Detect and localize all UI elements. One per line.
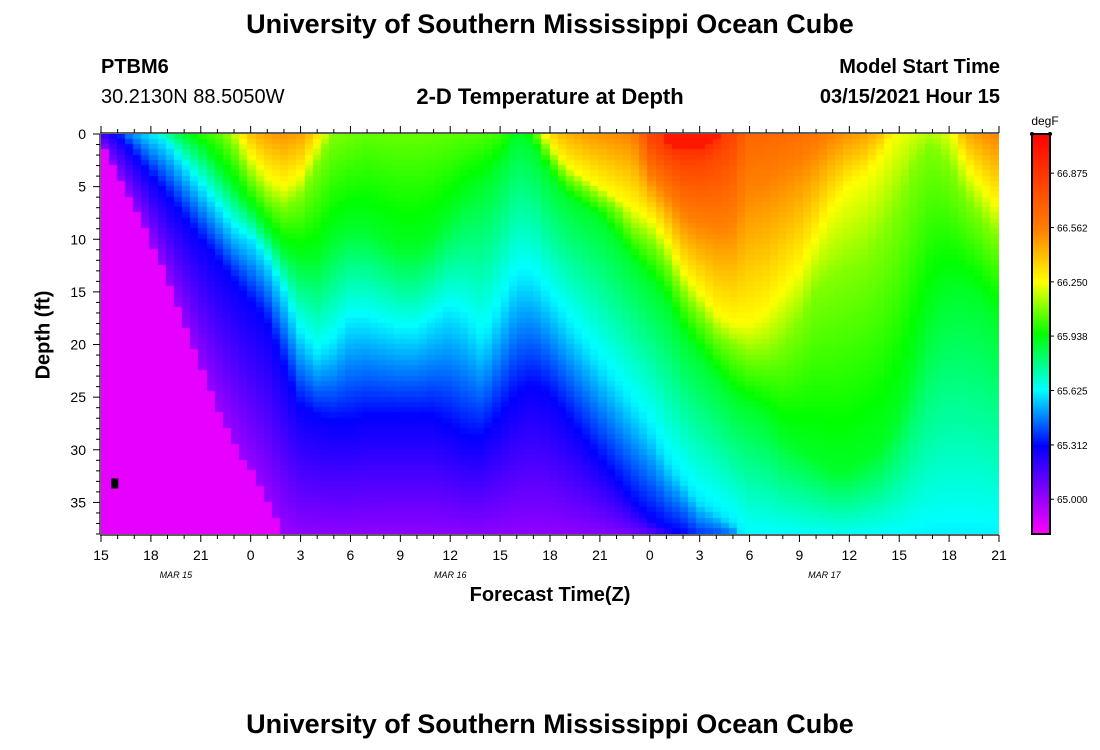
colorbar-tick-label: 65.938 bbox=[1057, 332, 1088, 343]
date-label: MAR 15 bbox=[160, 570, 194, 580]
page-title: University of Southern Mississippi Ocean… bbox=[246, 9, 854, 39]
colorbar-tick-label: 66.250 bbox=[1057, 278, 1088, 289]
station-id: PTBM6 bbox=[101, 56, 169, 78]
x-tick-label: 18 bbox=[542, 547, 558, 563]
x-tick-label: 12 bbox=[442, 547, 458, 563]
x-axis-label: Forecast Time(Z) bbox=[469, 584, 631, 606]
x-tick-label: 0 bbox=[247, 547, 255, 563]
colorbar-corner-dot bbox=[1030, 132, 1034, 136]
x-tick-label: 15 bbox=[492, 547, 508, 563]
colorbar-tick-label: 65.312 bbox=[1057, 441, 1088, 452]
colorbar-corner-dot bbox=[1048, 132, 1052, 136]
x-tick-label: 9 bbox=[796, 547, 804, 563]
colorbar-tick-label: 65.625 bbox=[1057, 387, 1088, 398]
x-tick-label: 9 bbox=[396, 547, 404, 563]
x-tick-label: 21 bbox=[193, 547, 209, 563]
x-tick-label: 18 bbox=[941, 547, 957, 563]
y-tick-label: 35 bbox=[70, 494, 86, 510]
x-tick-label: 21 bbox=[592, 547, 608, 563]
x-tick-label: 6 bbox=[347, 547, 355, 563]
x-tick-label: 15 bbox=[891, 547, 907, 563]
x-tick-label: 3 bbox=[696, 547, 704, 563]
x-tick-label: 21 bbox=[991, 547, 1007, 563]
station-coordinates: 30.2130N 88.5050W bbox=[101, 86, 285, 108]
date-label: MAR 16 bbox=[434, 570, 467, 580]
y-tick-label: 25 bbox=[70, 389, 86, 405]
x-tick-label: 6 bbox=[746, 547, 754, 563]
model-start-label: Model Start Time bbox=[839, 56, 1000, 78]
y-tick-label: 0 bbox=[78, 126, 86, 142]
y-axis-label: Depth (ft) bbox=[32, 290, 55, 380]
y-tick-label: 30 bbox=[70, 442, 86, 458]
chart-title: 2-D Temperature at Depth bbox=[416, 84, 684, 109]
colorbar bbox=[1031, 133, 1051, 535]
date-label: MAR 17 bbox=[808, 570, 842, 580]
x-tick-label: 3 bbox=[297, 547, 305, 563]
station-marker bbox=[111, 478, 119, 489]
x-tick-label: 12 bbox=[842, 547, 858, 563]
model-start-value: 03/15/2021 Hour 15 bbox=[819, 86, 1000, 108]
y-tick-label: 15 bbox=[70, 284, 86, 300]
x-tick-label: 18 bbox=[143, 547, 159, 563]
colorbar-tick-label: 65.000 bbox=[1057, 495, 1088, 506]
colorbar-tick-label: 66.875 bbox=[1057, 169, 1088, 180]
colorbar-tick-label: 66.562 bbox=[1057, 224, 1088, 235]
colorbar-unit: degF bbox=[1031, 114, 1058, 128]
temperature-heatmap bbox=[101, 134, 999, 534]
x-tick-label: 15 bbox=[93, 547, 109, 563]
y-tick-label: 5 bbox=[78, 179, 86, 195]
x-tick-label: 0 bbox=[646, 547, 654, 563]
footer-title: University of Southern Mississippi Ocean… bbox=[246, 709, 854, 739]
y-tick-label: 10 bbox=[70, 231, 86, 247]
y-tick-label: 20 bbox=[70, 337, 86, 353]
